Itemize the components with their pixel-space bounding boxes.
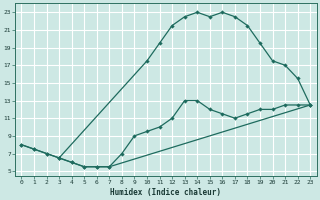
X-axis label: Humidex (Indice chaleur): Humidex (Indice chaleur) [110, 188, 221, 197]
